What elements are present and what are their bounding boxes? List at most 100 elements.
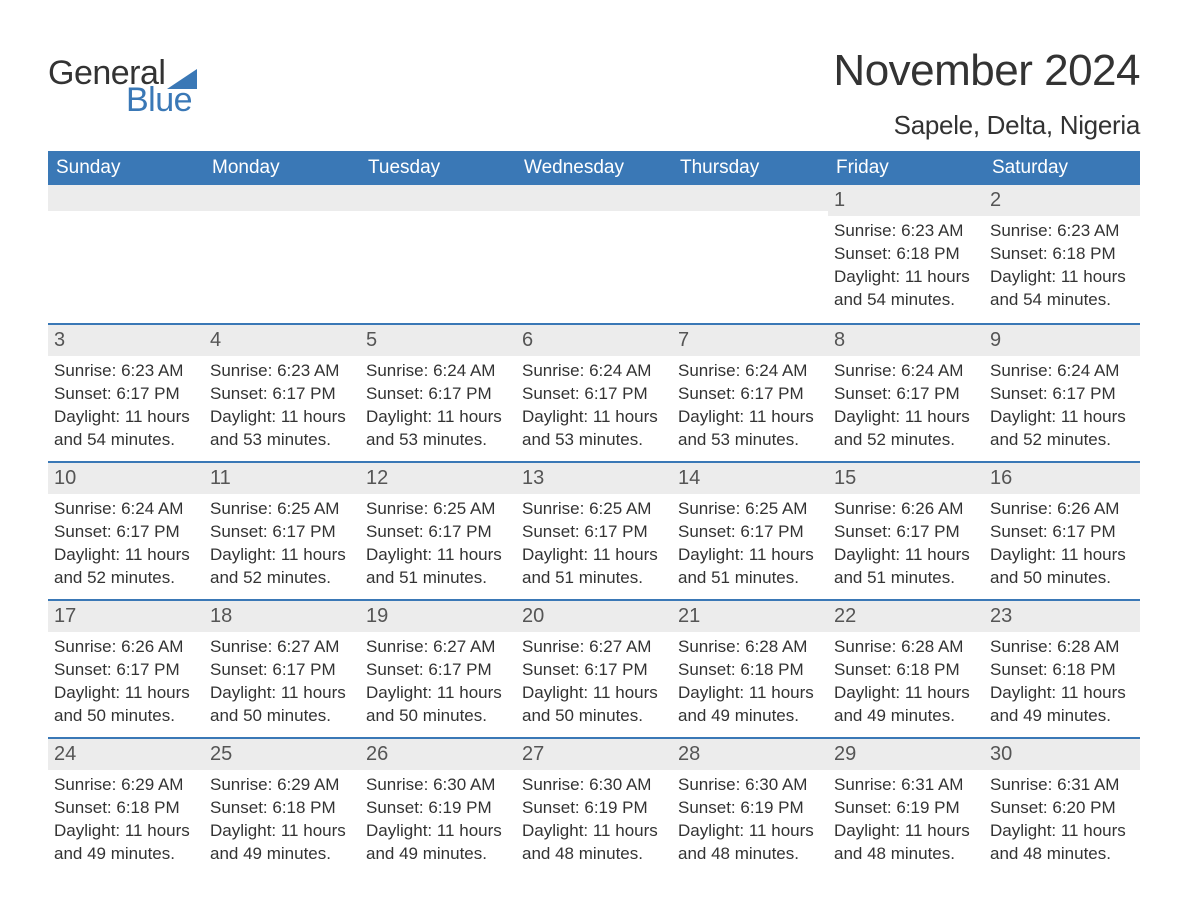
month-title: November 2024 xyxy=(833,46,1140,96)
sunset-text: Sunset: 6:18 PM xyxy=(54,797,198,820)
day-cell: 30Sunrise: 6:31 AMSunset: 6:20 PMDayligh… xyxy=(984,739,1140,875)
daylight-text: Daylight: 11 hours and 54 minutes. xyxy=(54,406,198,452)
sunrise-text: Sunrise: 6:28 AM xyxy=(990,636,1134,659)
day-number xyxy=(516,185,672,211)
weekday-header: Saturday xyxy=(984,151,1140,185)
day-body: Sunrise: 6:29 AMSunset: 6:18 PMDaylight:… xyxy=(48,770,204,872)
day-number: 26 xyxy=(360,739,516,770)
daylight-text: Daylight: 11 hours and 48 minutes. xyxy=(678,820,822,866)
sunrise-text: Sunrise: 6:30 AM xyxy=(366,774,510,797)
day-number: 16 xyxy=(984,463,1140,494)
sunset-text: Sunset: 6:17 PM xyxy=(210,521,354,544)
day-number: 3 xyxy=(48,325,204,356)
top-bar: General Blue November 2024 Sapele, Delta… xyxy=(48,20,1140,141)
sunset-text: Sunset: 6:17 PM xyxy=(366,659,510,682)
day-cell: 9Sunrise: 6:24 AMSunset: 6:17 PMDaylight… xyxy=(984,325,1140,461)
day-cell: 6Sunrise: 6:24 AMSunset: 6:17 PMDaylight… xyxy=(516,325,672,461)
weekday-header-row: Sunday Monday Tuesday Wednesday Thursday… xyxy=(48,151,1140,185)
daylight-text: Daylight: 11 hours and 54 minutes. xyxy=(990,266,1134,312)
day-body: Sunrise: 6:24 AMSunset: 6:17 PMDaylight:… xyxy=(828,356,984,458)
sunset-text: Sunset: 6:17 PM xyxy=(834,521,978,544)
day-number: 28 xyxy=(672,739,828,770)
daylight-text: Daylight: 11 hours and 48 minutes. xyxy=(522,820,666,866)
daylight-text: Daylight: 11 hours and 51 minutes. xyxy=(678,544,822,590)
daylight-text: Daylight: 11 hours and 50 minutes. xyxy=(54,682,198,728)
sunrise-text: Sunrise: 6:29 AM xyxy=(54,774,198,797)
day-number: 7 xyxy=(672,325,828,356)
sunset-text: Sunset: 6:17 PM xyxy=(210,383,354,406)
sunrise-text: Sunrise: 6:24 AM xyxy=(834,360,978,383)
weekday-header: Wednesday xyxy=(516,151,672,185)
day-number: 10 xyxy=(48,463,204,494)
daylight-text: Daylight: 11 hours and 51 minutes. xyxy=(834,544,978,590)
daylight-text: Daylight: 11 hours and 49 minutes. xyxy=(210,820,354,866)
day-cell: 1Sunrise: 6:23 AMSunset: 6:18 PMDaylight… xyxy=(828,185,984,323)
day-number: 4 xyxy=(204,325,360,356)
sunset-text: Sunset: 6:18 PM xyxy=(990,243,1134,266)
daylight-text: Daylight: 11 hours and 51 minutes. xyxy=(522,544,666,590)
sunset-text: Sunset: 6:17 PM xyxy=(366,521,510,544)
day-cell: 22Sunrise: 6:28 AMSunset: 6:18 PMDayligh… xyxy=(828,601,984,737)
sunrise-text: Sunrise: 6:26 AM xyxy=(990,498,1134,521)
day-number: 11 xyxy=(204,463,360,494)
sunrise-text: Sunrise: 6:23 AM xyxy=(210,360,354,383)
sunrise-text: Sunrise: 6:31 AM xyxy=(834,774,978,797)
sunrise-text: Sunrise: 6:24 AM xyxy=(54,498,198,521)
day-cell: 17Sunrise: 6:26 AMSunset: 6:17 PMDayligh… xyxy=(48,601,204,737)
day-number xyxy=(360,185,516,211)
sunset-text: Sunset: 6:18 PM xyxy=(678,659,822,682)
day-cell: 14Sunrise: 6:25 AMSunset: 6:17 PMDayligh… xyxy=(672,463,828,599)
day-body: Sunrise: 6:27 AMSunset: 6:17 PMDaylight:… xyxy=(360,632,516,734)
day-body: Sunrise: 6:27 AMSunset: 6:17 PMDaylight:… xyxy=(516,632,672,734)
day-body: Sunrise: 6:23 AMSunset: 6:18 PMDaylight:… xyxy=(984,216,1140,318)
day-cell: 4Sunrise: 6:23 AMSunset: 6:17 PMDaylight… xyxy=(204,325,360,461)
day-cell: 20Sunrise: 6:27 AMSunset: 6:17 PMDayligh… xyxy=(516,601,672,737)
empty-day-cell xyxy=(516,185,672,323)
day-number: 29 xyxy=(828,739,984,770)
daylight-text: Daylight: 11 hours and 49 minutes. xyxy=(834,682,978,728)
daylight-text: Daylight: 11 hours and 52 minutes. xyxy=(210,544,354,590)
sunrise-text: Sunrise: 6:30 AM xyxy=(678,774,822,797)
sunrise-text: Sunrise: 6:23 AM xyxy=(990,220,1134,243)
sunset-text: Sunset: 6:17 PM xyxy=(54,521,198,544)
sunset-text: Sunset: 6:17 PM xyxy=(678,521,822,544)
day-body: Sunrise: 6:24 AMSunset: 6:17 PMDaylight:… xyxy=(516,356,672,458)
sunrise-text: Sunrise: 6:27 AM xyxy=(366,636,510,659)
sunset-text: Sunset: 6:17 PM xyxy=(54,659,198,682)
logo: General Blue xyxy=(48,20,197,120)
empty-day-cell xyxy=(360,185,516,323)
location-subtitle: Sapele, Delta, Nigeria xyxy=(833,110,1140,141)
day-body: Sunrise: 6:25 AMSunset: 6:17 PMDaylight:… xyxy=(204,494,360,596)
day-body: Sunrise: 6:23 AMSunset: 6:17 PMDaylight:… xyxy=(48,356,204,458)
day-cell: 5Sunrise: 6:24 AMSunset: 6:17 PMDaylight… xyxy=(360,325,516,461)
day-number: 8 xyxy=(828,325,984,356)
day-cell: 21Sunrise: 6:28 AMSunset: 6:18 PMDayligh… xyxy=(672,601,828,737)
day-number: 5 xyxy=(360,325,516,356)
weekday-header: Tuesday xyxy=(360,151,516,185)
sunset-text: Sunset: 6:17 PM xyxy=(990,383,1134,406)
sunrise-text: Sunrise: 6:24 AM xyxy=(366,360,510,383)
day-number: 6 xyxy=(516,325,672,356)
day-body: Sunrise: 6:26 AMSunset: 6:17 PMDaylight:… xyxy=(984,494,1140,596)
sunset-text: Sunset: 6:17 PM xyxy=(54,383,198,406)
day-number: 13 xyxy=(516,463,672,494)
weekday-header: Thursday xyxy=(672,151,828,185)
day-body: Sunrise: 6:28 AMSunset: 6:18 PMDaylight:… xyxy=(984,632,1140,734)
day-number: 27 xyxy=(516,739,672,770)
day-number: 24 xyxy=(48,739,204,770)
day-body: Sunrise: 6:24 AMSunset: 6:17 PMDaylight:… xyxy=(984,356,1140,458)
day-body: Sunrise: 6:27 AMSunset: 6:17 PMDaylight:… xyxy=(204,632,360,734)
day-cell: 18Sunrise: 6:27 AMSunset: 6:17 PMDayligh… xyxy=(204,601,360,737)
day-number: 19 xyxy=(360,601,516,632)
sunrise-text: Sunrise: 6:23 AM xyxy=(834,220,978,243)
sunrise-text: Sunrise: 6:27 AM xyxy=(210,636,354,659)
day-cell: 3Sunrise: 6:23 AMSunset: 6:17 PMDaylight… xyxy=(48,325,204,461)
sunrise-text: Sunrise: 6:31 AM xyxy=(990,774,1134,797)
day-cell: 24Sunrise: 6:29 AMSunset: 6:18 PMDayligh… xyxy=(48,739,204,875)
sunset-text: Sunset: 6:17 PM xyxy=(522,659,666,682)
day-cell: 10Sunrise: 6:24 AMSunset: 6:17 PMDayligh… xyxy=(48,463,204,599)
day-number: 12 xyxy=(360,463,516,494)
sunset-text: Sunset: 6:18 PM xyxy=(210,797,354,820)
title-block: November 2024 Sapele, Delta, Nigeria xyxy=(833,20,1140,141)
weeks-container: 1Sunrise: 6:23 AMSunset: 6:18 PMDaylight… xyxy=(48,185,1140,875)
